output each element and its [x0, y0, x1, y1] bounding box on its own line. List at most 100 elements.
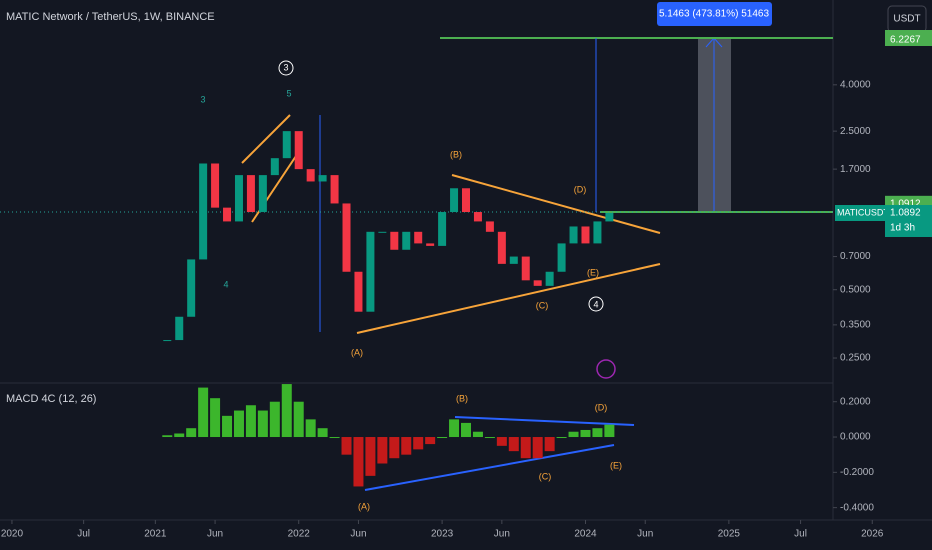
candle — [294, 131, 303, 170]
indicator-title: MACD 4C (12, 26) — [6, 393, 96, 405]
candle — [581, 226, 590, 244]
wave-label: 5 — [286, 88, 291, 98]
macd-bar — [353, 437, 364, 487]
event-icon[interactable] — [596, 359, 616, 379]
candle — [485, 221, 494, 232]
candle — [378, 231, 387, 233]
countdown-label: 1d 3h — [890, 223, 915, 234]
candle — [282, 131, 291, 159]
macd-bar — [365, 437, 376, 476]
candle — [246, 175, 255, 213]
macd-bar — [305, 419, 316, 438]
candle — [450, 188, 459, 213]
candle — [187, 259, 196, 317]
macd-bar — [556, 437, 567, 439]
macd-bar — [281, 384, 292, 438]
candle — [593, 221, 602, 244]
candle — [390, 231, 399, 250]
macd-bar — [461, 422, 471, 438]
candle — [414, 231, 423, 244]
wave-label: (A) — [351, 347, 363, 357]
candle — [569, 226, 578, 244]
triangle-upper — [451, 174, 661, 234]
wave-label: 3 — [283, 62, 288, 72]
candle — [258, 175, 267, 213]
wave-label: 4 — [223, 279, 228, 289]
symbol-label: MATICUSDT — [837, 207, 889, 217]
macd-bar — [222, 415, 233, 438]
y-tick-label: 0.3500 — [840, 320, 871, 331]
x-tick-label: Jul — [794, 529, 807, 540]
x-tick-label: 2022 — [288, 529, 311, 540]
y-tick-label: 1.7000 — [840, 164, 871, 175]
x-tick-label: 2021 — [144, 529, 167, 540]
y-tick-label: -0.4000 — [840, 502, 874, 513]
candle — [605, 213, 614, 222]
macd-bar — [186, 428, 197, 438]
macd-bar — [413, 437, 424, 450]
candle — [497, 231, 506, 264]
y-tick-label: 0.2500 — [840, 353, 871, 364]
symbol-title: MATIC Network / TetherUS, 1W, BINANCE — [6, 11, 215, 23]
y-tick-label: -0.2000 — [840, 467, 874, 478]
macd-bar — [174, 433, 185, 438]
y-tick-label: 0.2000 — [840, 396, 871, 407]
macd-bar — [401, 437, 412, 455]
candle — [270, 158, 279, 176]
candle — [175, 316, 184, 341]
wave-label: (B) — [450, 149, 462, 159]
symbol-tag — [835, 205, 885, 222]
wave-circle — [278, 60, 294, 76]
candle — [199, 163, 208, 260]
macd-bar — [162, 435, 173, 438]
y-tick-label: 0.5000 — [840, 284, 871, 295]
candle — [330, 175, 339, 204]
macd-bar — [341, 437, 352, 455]
x-tick-label: 2026 — [861, 529, 884, 540]
macd-bar — [389, 437, 400, 459]
candle — [223, 207, 232, 222]
candle — [306, 169, 315, 182]
currency-label: USDT — [893, 14, 920, 25]
current-price-tag — [885, 205, 932, 238]
wave-label: 4 — [593, 299, 598, 309]
macd-bar — [496, 437, 507, 446]
wave-label: (B) — [456, 393, 468, 403]
candle — [402, 231, 411, 250]
wave-label: (C) — [539, 471, 552, 481]
macd-trend — [454, 416, 635, 426]
target-tag — [885, 30, 932, 46]
macd-trend — [364, 444, 615, 491]
candle — [354, 271, 363, 312]
candle — [426, 243, 435, 246]
macd-bar — [520, 437, 531, 459]
candle — [473, 212, 482, 222]
x-tick-label: 2023 — [431, 529, 454, 540]
macd-bar — [544, 437, 555, 452]
wave-label: (C) — [536, 300, 549, 310]
macd-bar — [580, 429, 591, 438]
macd-bar — [329, 437, 340, 439]
macd-bar — [425, 437, 436, 445]
macd-bar — [449, 419, 460, 438]
candle — [163, 340, 172, 342]
wave-circle — [588, 296, 604, 312]
y-tick-label: 0.7000 — [840, 251, 871, 262]
macd-bar — [377, 437, 388, 464]
macd-bar — [437, 437, 448, 439]
macd-bar — [293, 401, 304, 438]
candle — [342, 203, 351, 272]
macd-bar — [198, 387, 209, 438]
y-tick-label: 0.0000 — [840, 432, 871, 443]
candle — [438, 212, 447, 246]
x-tick-label: Jun — [207, 529, 223, 540]
wave-label: 3 — [200, 94, 205, 104]
triangle-lower — [356, 263, 661, 334]
candle — [462, 188, 470, 213]
macd-bar — [233, 410, 244, 438]
candle — [521, 256, 530, 281]
macd-bar — [484, 437, 495, 439]
measure-label: 5.1463 (473.81%) 51463 — [659, 9, 770, 20]
macd-bar — [604, 424, 615, 438]
